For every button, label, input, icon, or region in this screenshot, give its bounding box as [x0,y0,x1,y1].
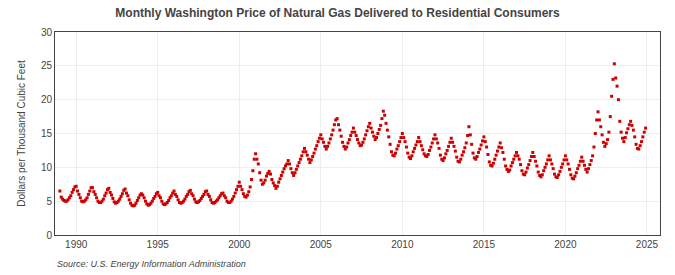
svg-text:2015: 2015 [473,239,496,250]
svg-text:Source: U.S. Energy Informatio: Source: U.S. Energy Information Administ… [57,259,246,269]
svg-text:1995: 1995 [147,239,170,250]
svg-text:5: 5 [46,196,52,207]
svg-text:15: 15 [41,128,53,139]
svg-text:2000: 2000 [228,239,251,250]
svg-text:0: 0 [46,230,52,241]
svg-text:30: 30 [41,27,53,38]
svg-text:20: 20 [41,94,53,105]
svg-text:10: 10 [41,162,53,173]
svg-text:Monthly Washington Price of Na: Monthly Washington Price of Natural Gas … [115,6,560,20]
svg-text:25: 25 [41,60,53,71]
svg-text:2020: 2020 [554,239,577,250]
svg-text:Dollars per Thousand Cubic Fee: Dollars per Thousand Cubic Feet [16,60,27,207]
svg-text:2005: 2005 [310,239,333,250]
svg-text:2010: 2010 [391,239,414,250]
svg-text:1990: 1990 [65,239,88,250]
svg-text:2025: 2025 [636,239,659,250]
